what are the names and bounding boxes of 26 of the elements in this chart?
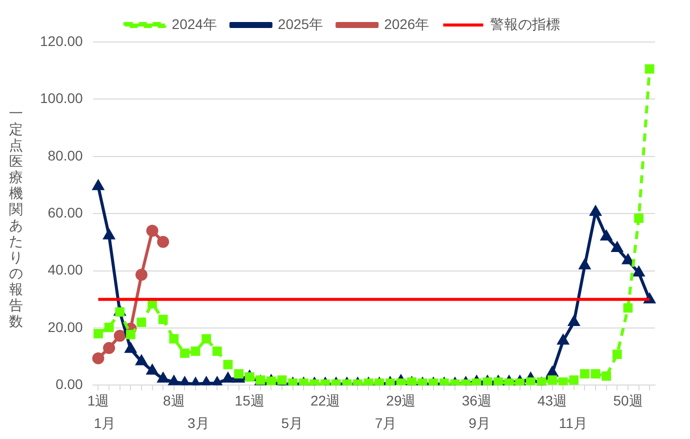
x-tick-label: 43週 [538, 392, 568, 408]
x-tick-label: 50週 [613, 392, 643, 408]
text: 9月 [468, 414, 490, 431]
x-tick-label: 22週 [310, 392, 340, 408]
y-tick-label: 60.00 [48, 204, 84, 220]
legend-label: 2025年 [278, 16, 324, 32]
x-tick-label: 15週 [234, 392, 264, 408]
text: 1月 [94, 414, 116, 431]
text: 7月 [374, 414, 397, 431]
legend-label: 2026年 [384, 16, 430, 32]
x-tick-label: 36週 [462, 392, 492, 408]
x-tick-label: 1週 [87, 392, 110, 408]
y-tick-label: 100.00 [40, 90, 84, 106]
text: 一定点医療機関あたりの報告数 [9, 105, 23, 329]
y-tick-label: 40.00 [48, 262, 84, 278]
legend-label: 2024年 [172, 16, 217, 32]
legend-label: 警報の指標 [490, 16, 560, 32]
text: 5月 [281, 414, 304, 431]
y-tick-label: 80.00 [48, 147, 84, 164]
text: 3月 [188, 414, 210, 431]
y-tick-label: 0.00 [56, 376, 84, 392]
y-tick-label: 120.00 [40, 32, 84, 49]
x-tick-label: 29週 [386, 392, 416, 408]
text: 11月 [558, 414, 588, 431]
x-tick-label: 8週 [163, 392, 185, 408]
y-tick-label: 20.00 [48, 318, 84, 335]
